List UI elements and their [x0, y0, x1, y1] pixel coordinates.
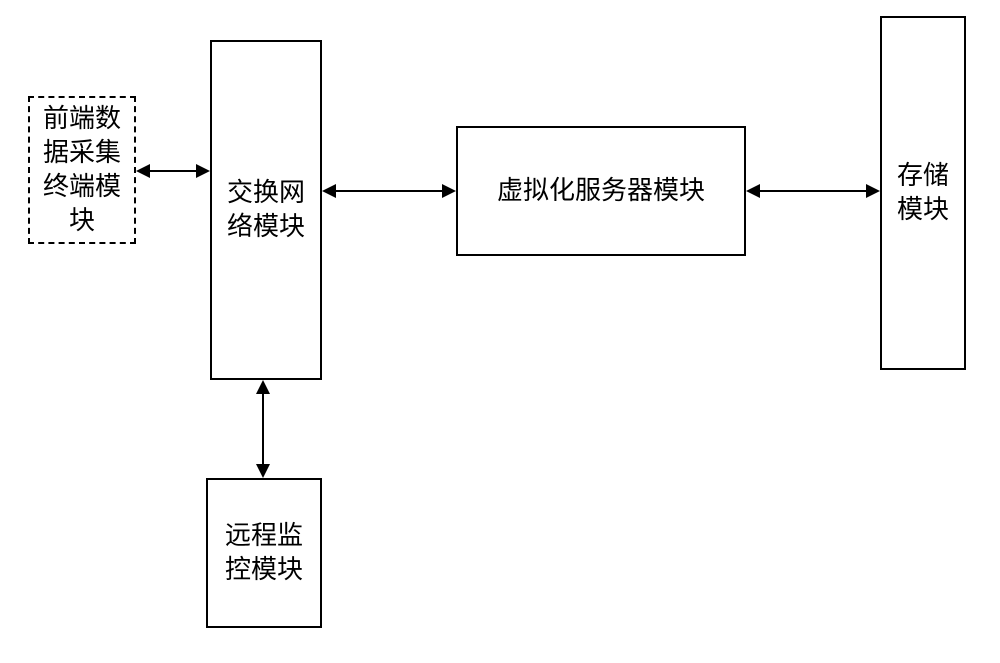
- edge-switch-virtual-head-right: [442, 184, 456, 198]
- edge-virtual-storage-head-left: [746, 184, 760, 198]
- edge-frontend-switch-head-left: [136, 164, 150, 178]
- edge-frontend-switch: [150, 170, 196, 172]
- edge-switch-virtual-head-left: [322, 184, 336, 198]
- switch-box: 交换网络模块: [210, 40, 322, 380]
- edge-switch-remote: [262, 394, 264, 464]
- storage-label: 存储模块: [893, 155, 953, 231]
- frontend-label: 前端数据采集终端模块: [39, 98, 125, 241]
- edge-virtual-storage-head-right: [866, 184, 880, 198]
- edge-frontend-switch-head-right: [196, 164, 210, 178]
- edge-virtual-storage: [760, 190, 866, 192]
- edge-switch-virtual: [336, 190, 442, 192]
- storage-box: 存储模块: [880, 16, 966, 370]
- remote-label: 远程监控模块: [221, 515, 307, 591]
- virtual-label: 虚拟化服务器模块: [493, 170, 709, 212]
- virtual-box: 虚拟化服务器模块: [456, 126, 746, 256]
- remote-box: 远程监控模块: [206, 478, 322, 628]
- edge-switch-remote-head-up: [256, 380, 270, 394]
- frontend-box: 前端数据采集终端模块: [28, 96, 136, 244]
- switch-label: 交换网络模块: [223, 172, 309, 248]
- edge-switch-remote-head-down: [256, 464, 270, 478]
